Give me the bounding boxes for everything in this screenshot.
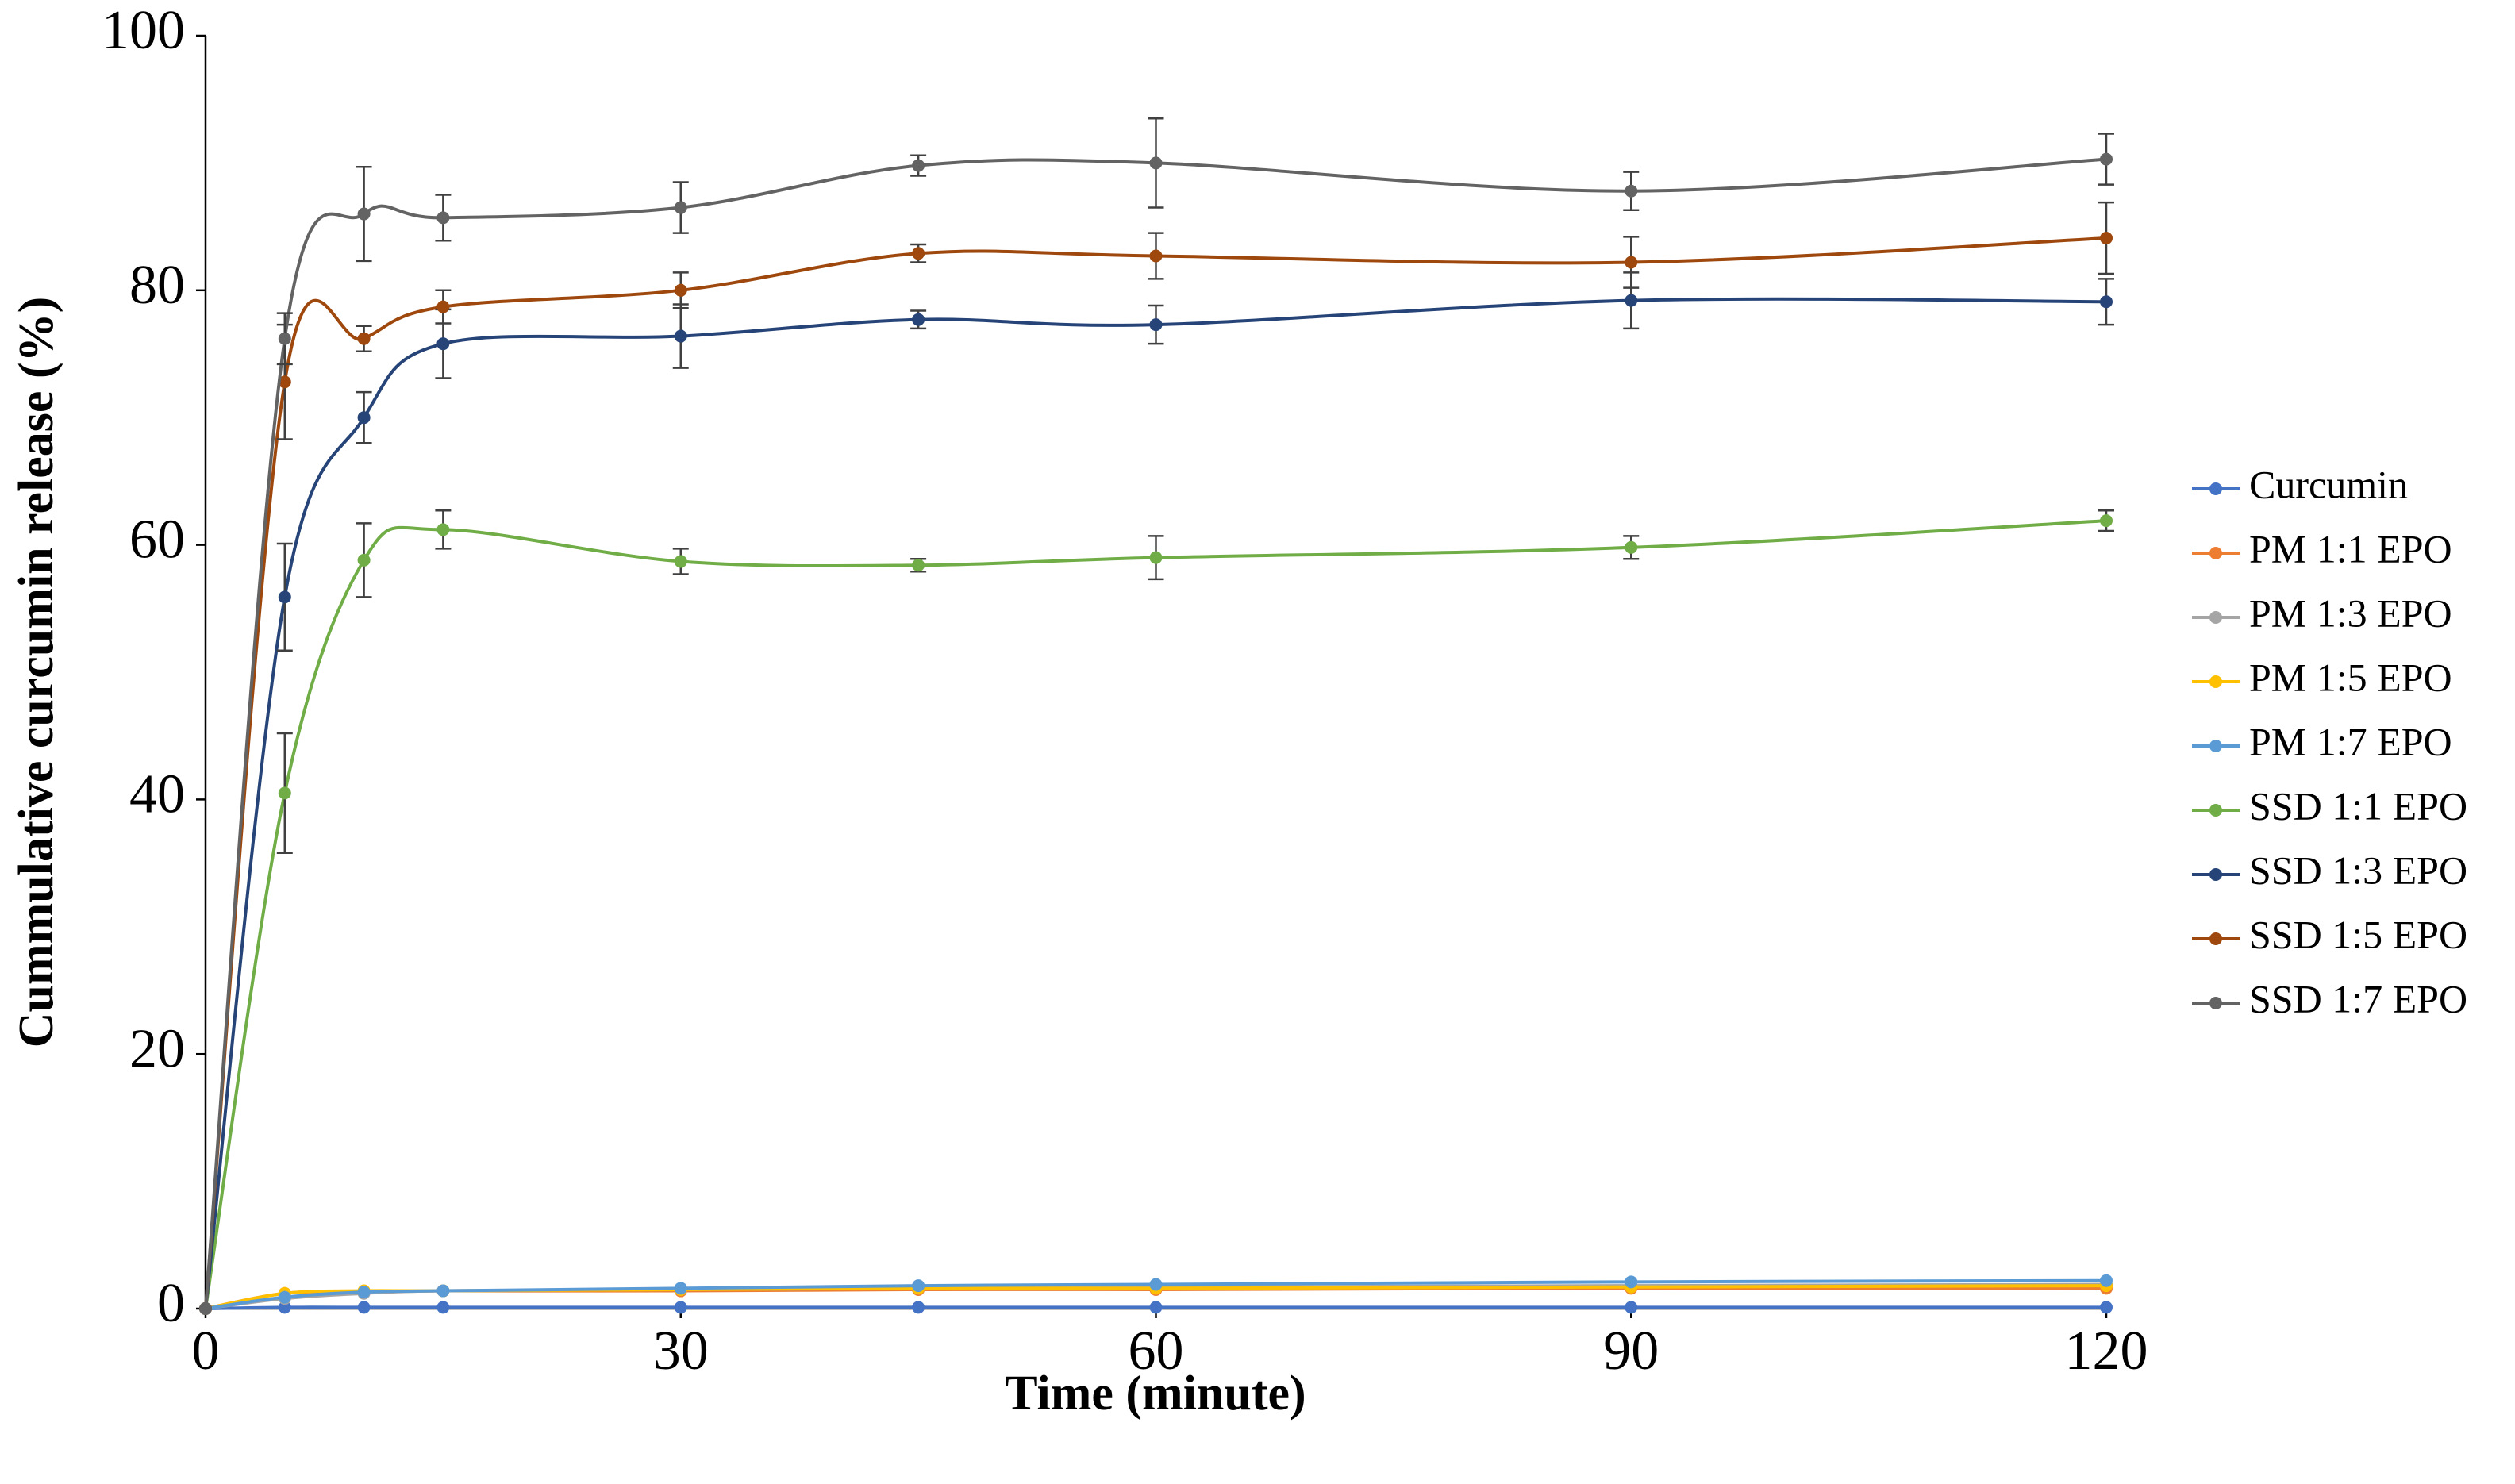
data-point <box>357 207 371 221</box>
y-tick-label: 100 <box>102 0 185 61</box>
x-tick-label: 0 <box>192 1321 220 1382</box>
data-point <box>2100 514 2113 528</box>
data-point <box>1625 184 1638 198</box>
data-point <box>674 1301 687 1314</box>
legend-marker <box>2209 997 2222 1009</box>
series-line <box>204 236 2107 1309</box>
data-point <box>912 313 925 326</box>
data-point <box>2100 152 2113 166</box>
x-axis-title: Time (minute) <box>1005 1367 1306 1421</box>
data-point <box>912 1279 925 1293</box>
y-tick-label: 40 <box>129 763 185 825</box>
data-point <box>357 332 371 345</box>
data-point <box>436 211 450 225</box>
legend-marker <box>2209 740 2222 752</box>
data-point <box>2100 1301 2113 1314</box>
y-tick-label: 20 <box>129 1018 185 1079</box>
data-point <box>674 329 687 343</box>
data-point <box>674 201 687 214</box>
x-tick-label: 60 <box>1129 1321 1184 1382</box>
data-point <box>436 1284 450 1298</box>
data-point <box>436 523 450 536</box>
data-point <box>278 590 291 604</box>
series-line <box>204 519 2107 1309</box>
data-point <box>912 159 925 172</box>
legend-label: SSD 1:1 EPO <box>2249 783 2467 828</box>
data-point <box>278 786 291 800</box>
data-point <box>674 1282 687 1295</box>
legend-marker <box>2209 482 2222 495</box>
data-point <box>357 411 371 425</box>
y-tick-label: 80 <box>129 255 185 316</box>
legend-marker <box>2209 804 2222 817</box>
data-point <box>357 553 371 567</box>
legend-marker <box>2209 611 2222 624</box>
data-point <box>357 1301 371 1314</box>
data-point <box>278 1290 291 1304</box>
legend-label: SSD 1:3 EPO <box>2249 848 2467 892</box>
data-point <box>2100 1274 2113 1287</box>
data-point <box>1625 256 1638 269</box>
data-point <box>436 1301 450 1314</box>
data-point <box>199 1302 212 1315</box>
data-point <box>357 1286 371 1299</box>
data-point <box>1149 551 1163 564</box>
x-tick-label: 30 <box>653 1321 709 1382</box>
x-tick-label: 120 <box>2065 1321 2148 1382</box>
data-point <box>1625 294 1638 307</box>
legend-marker <box>2209 932 2222 945</box>
data-point <box>912 559 925 572</box>
data-point <box>1149 1278 1163 1291</box>
legend-marker <box>2209 675 2222 688</box>
data-point <box>1625 1275 1638 1289</box>
data-point <box>2100 232 2113 245</box>
data-point <box>2100 295 2113 309</box>
data-point <box>436 337 450 351</box>
data-point <box>1149 1301 1163 1314</box>
data-point <box>1149 249 1163 263</box>
legend-label: PM 1:7 EPO <box>2249 719 2452 763</box>
y-axis-title: Cummulative curcumin release (%) <box>10 297 63 1048</box>
legend-marker <box>2209 868 2222 881</box>
data-point <box>278 375 291 389</box>
data-point <box>278 332 291 345</box>
data-point <box>278 1301 291 1314</box>
data-point <box>1625 1301 1638 1314</box>
legend-label: PM 1:3 EPO <box>2249 590 2452 635</box>
legend-label: Curcumin <box>2249 462 2408 506</box>
legend-marker <box>2209 547 2222 559</box>
data-point <box>1625 540 1638 554</box>
x-tick-label: 90 <box>1603 1321 1659 1382</box>
data-point <box>436 300 450 313</box>
legend-label: PM 1:1 EPO <box>2249 526 2452 571</box>
data-point <box>912 247 925 260</box>
y-tick-label: 0 <box>157 1273 185 1334</box>
data-point <box>912 1301 925 1314</box>
data-point <box>674 555 687 568</box>
series-line <box>204 297 2107 1309</box>
legend-label: PM 1:5 EPO <box>2249 655 2452 699</box>
legend-label: SSD 1:5 EPO <box>2249 912 2467 956</box>
data-point <box>674 283 687 297</box>
data-point <box>1149 156 1163 170</box>
y-tick-label: 60 <box>129 509 185 571</box>
legend-label: SSD 1:7 EPO <box>2249 976 2467 1021</box>
data-point <box>1149 318 1163 332</box>
